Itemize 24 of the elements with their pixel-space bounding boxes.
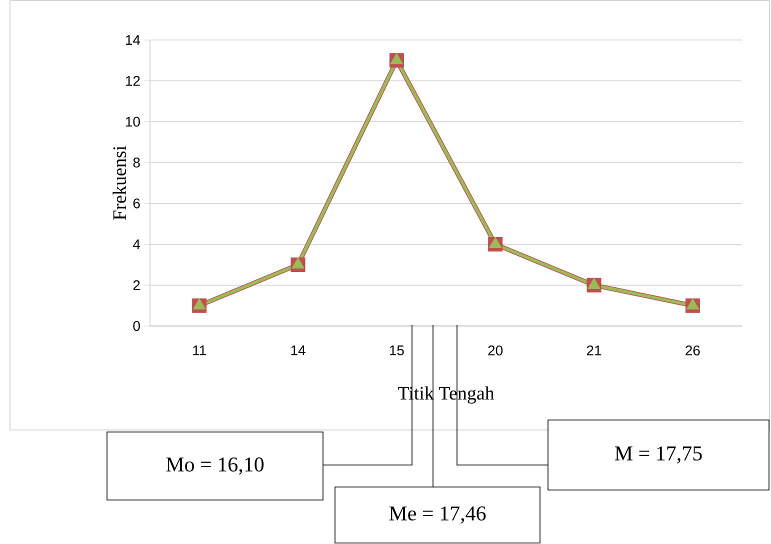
y-tick-label: 6 — [133, 198, 140, 208]
x-tick-label: 20 — [488, 346, 503, 356]
x-tick-label: 15 — [390, 346, 404, 356]
point — [193, 298, 206, 310]
point — [390, 53, 403, 64]
point — [686, 298, 699, 310]
y-tick-label: 0 — [133, 321, 140, 331]
y-axis-title: Frekuensi — [112, 146, 126, 220]
x-tick-label: 26 — [686, 346, 700, 356]
text: Me = 17,46 — [389, 506, 486, 524]
text: Mo = 16,10 — [166, 457, 264, 475]
y-tick-label: 2 — [133, 280, 140, 290]
text: M = 17,75 — [614, 446, 702, 464]
x-tick-label: 11 — [193, 346, 206, 356]
x-tick-label: 21 — [586, 346, 602, 356]
y-tick-label: 10 — [126, 116, 140, 127]
y-tick-label: 4 — [132, 239, 140, 250]
y-tick-label: 14 — [126, 35, 140, 45]
point — [292, 257, 304, 268]
point — [489, 237, 502, 248]
x-tick-label: 14 — [291, 346, 306, 356]
y-tick-label: 12 — [126, 76, 140, 86]
y-tick-label: 8 — [133, 158, 140, 168]
point — [588, 278, 600, 289]
